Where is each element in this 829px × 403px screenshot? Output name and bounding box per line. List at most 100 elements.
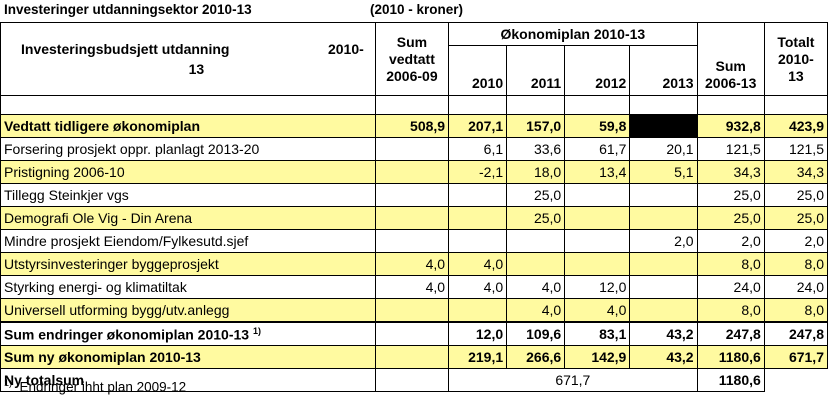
cell-2013: 5,1: [629, 160, 698, 184]
cell-2013: 2,0: [629, 229, 698, 253]
cell-sum-vedtatt: [374, 321, 450, 346]
cell-2012: 12,0: [564, 275, 631, 299]
cell-sum-vedtatt: [374, 137, 450, 161]
investment-table: Investeringsbudsjett utdanning 2010- 13 S…: [0, 22, 829, 392]
cell-totalt: 423,9: [763, 114, 829, 138]
cell-totalt: 671,7: [763, 345, 829, 369]
table-row: Styrking energi- og klimatiltak 4,0 4,0 4,0…: [0, 275, 829, 299]
cell-sum-vedtatt: 4,0: [374, 275, 450, 299]
cell-sum-2006-13: 1180,6: [696, 345, 765, 369]
row-label: Mindre prosjekt Eiendom/Fylkesutd.sjef: [0, 229, 376, 253]
cell-2012: [564, 206, 631, 230]
cell-2013: 43,2: [629, 321, 698, 346]
cell-totalt: 25,0: [763, 183, 829, 207]
cell-sum-vedtatt: [374, 183, 450, 207]
row-label: Sum ny økonomiplan 2010-13: [0, 345, 376, 369]
row-label: Ny totalsum: [0, 368, 376, 392]
table-row: Demografi Ole Vig - Din Arena 25,0 25,0 25,…: [0, 206, 829, 230]
cell-2010: [448, 183, 508, 207]
header-okonomiplan: Økonomiplan 2010-13: [448, 22, 698, 46]
cell-sum-2006-13: 121,5: [696, 137, 765, 161]
cell-totalt: 121,5: [763, 137, 829, 161]
cell-2013: [629, 252, 698, 276]
cell-2011: 4,0: [506, 275, 566, 299]
header-main-period-end: 13: [188, 61, 205, 77]
header-main-label: Investeringsbudsjett utdanning: [21, 41, 230, 57]
header-year-2010: 2010: [448, 45, 508, 96]
cell-2011: 33,6: [506, 137, 566, 161]
cell-2012: 83,1: [564, 321, 631, 346]
table-body: Vedtatt tidligere økonomiplan 508,9 207,1 1…: [0, 114, 829, 369]
cell-2012: 142,9: [564, 345, 631, 369]
cell-2010: 4,0: [448, 252, 508, 276]
cell-totalt: 8,0: [763, 252, 829, 276]
table-row: Mindre prosjekt Eiendom/Fylkesutd.sjef 2,…: [0, 229, 829, 253]
footnote-text: Endringer ihht plan 2009-12: [19, 379, 187, 395]
cell-totalt: 8,0: [763, 298, 829, 323]
cell-2012: 59,8: [564, 114, 631, 138]
black-cell: [629, 114, 698, 138]
cell-2012: 61,7: [564, 137, 631, 161]
cell-totalt: 25,0: [763, 206, 829, 230]
cell-sum-2006-13: 8,0: [696, 252, 765, 276]
row-label: Vedtatt tidligere økonomiplan: [0, 114, 376, 138]
cell-2011: 25,0: [506, 206, 566, 230]
unit-label: (2010 - kroner): [370, 2, 464, 17]
cell-2012: 13,4: [564, 160, 631, 184]
cell-2010: 4,0: [448, 275, 508, 299]
cell-sum-2006-13: 932,8: [696, 114, 765, 138]
cell-2013: 43,2: [629, 345, 698, 369]
header-main-period-start: 2010-: [327, 41, 364, 57]
header-totalt: Totalt 2010- 13: [763, 22, 829, 96]
cell-2011: 4,0: [506, 298, 566, 323]
cell-sum-2006-13: 25,0: [696, 183, 765, 207]
cell-sum-2006-13: 24,0: [696, 275, 765, 299]
cell-2012: [564, 183, 631, 207]
cell-2010: 219,1: [448, 345, 508, 369]
row-label: Tillegg Steinkjer vgs: [0, 183, 376, 207]
cell-sum-2006-13: 2,0: [696, 229, 765, 253]
header-sum-2006-13: Sum 2006-13: [696, 22, 765, 96]
cell-2013: [629, 206, 698, 230]
cell-sum-vedtatt: 4,0: [374, 252, 450, 276]
row-label: Sum endringer økonomiplan 2010-13 1): [0, 321, 376, 346]
row-label: Demografi Ole Vig - Din Arena: [0, 206, 376, 230]
cell-2010: -2,1: [448, 160, 508, 184]
cell-2010: 12,0: [448, 321, 508, 346]
table-title: Investeringer utdanningsektor 2010-13: [4, 2, 252, 17]
cell-sum-vedtatt: 508,9: [374, 114, 450, 138]
table-row: Tillegg Steinkjer vgs 25,0 25,0 25,0: [0, 183, 829, 207]
header-year-2012: 2012: [564, 45, 631, 96]
cell-sum-vedtatt: [374, 229, 450, 253]
footnote-ref: 1): [252, 325, 261, 336]
cell-2012: [564, 252, 631, 276]
table-row: Universell utforming bygg/utv.anlegg 4,0 4…: [0, 298, 829, 323]
cell-2011: 266,6: [506, 345, 566, 369]
ny-totalsum-okonomiplan: 671,7: [448, 368, 698, 392]
cell-2010: 6,1: [448, 137, 508, 161]
cell-2013: [629, 298, 698, 323]
blank-row: [0, 95, 829, 115]
cell-totalt: 24,0: [763, 275, 829, 299]
cell-sum-2006-13: 34,3: [696, 160, 765, 184]
cell-2011: [506, 229, 566, 253]
cell-totalt: 2,0: [763, 229, 829, 253]
cell-totalt: 34,3: [763, 160, 829, 184]
cell-2013: 20,1: [629, 137, 698, 161]
cell-sum-vedtatt: [374, 160, 450, 184]
cell-sum-2006-13: 247,8: [696, 321, 765, 346]
cell-2010: [448, 298, 508, 323]
cell-sum-2006-13: 25,0: [696, 206, 765, 230]
row-label: Forsering prosjekt oppr. planlagt 2013-2…: [0, 137, 376, 161]
cell-2010: [448, 206, 508, 230]
table-row: Utstyrsinvesteringer byggeprosjekt 4,0 4,0…: [0, 252, 829, 276]
cell-totalt: 247,8: [763, 321, 829, 346]
row-label: Styrking energi- og klimatiltak: [0, 275, 376, 299]
header-investment-budget: Investeringsbudsjett utdanning 2010- 13: [0, 22, 376, 96]
cell-2011: 18,0: [506, 160, 566, 184]
ny-totalsum-sum: 1180,6: [696, 368, 765, 392]
cell-2011: 157,0: [506, 114, 566, 138]
table-row: Sum ny økonomiplan 2010-13 219,1 266,6 142,…: [0, 345, 829, 369]
table-row: Forsering prosjekt oppr. planlagt 2013-2…: [0, 137, 829, 161]
table-row: Vedtatt tidligere økonomiplan 508,9 207,1 1…: [0, 114, 829, 138]
